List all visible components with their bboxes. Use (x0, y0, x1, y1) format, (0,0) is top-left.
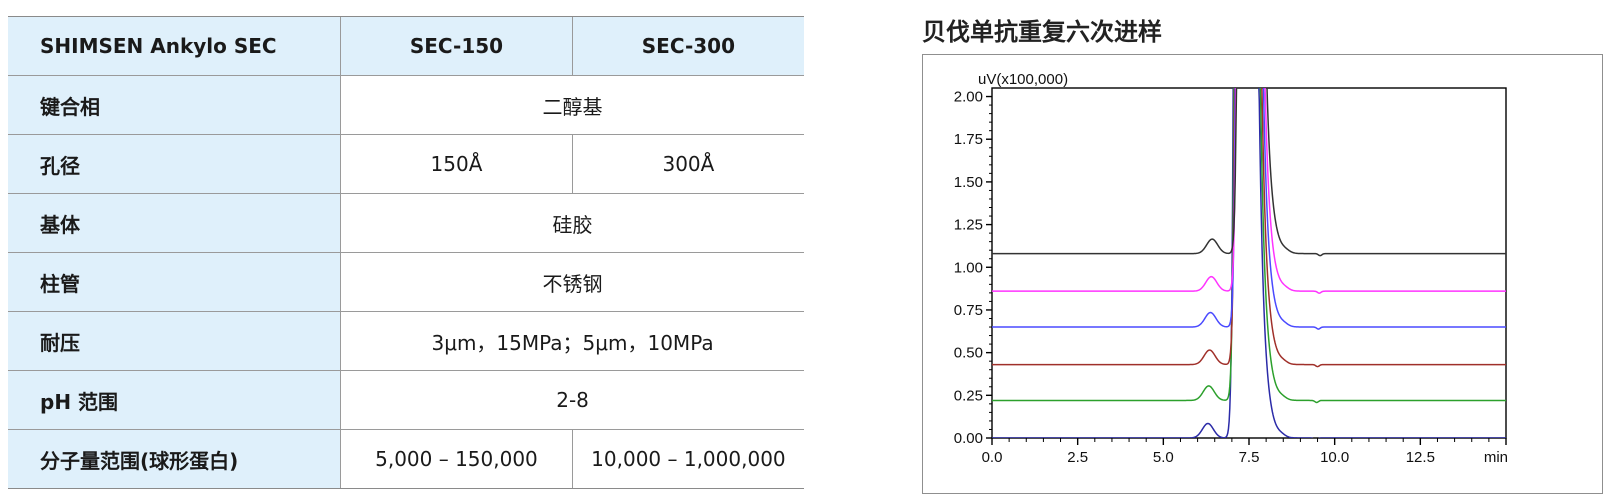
row-value-sec150: 150Å (340, 134, 573, 194)
x-tick-label: 7.5 (1239, 449, 1260, 466)
x-tick-label: 12.5 (1406, 449, 1435, 466)
chromatogram-trace (992, 88, 1506, 404)
y-tick-label: 0.00 (954, 430, 983, 447)
plot-area-border (991, 87, 1507, 439)
column-header-sec150: SEC-150 (340, 16, 573, 76)
row-value: 硅胶 (340, 193, 804, 253)
row-label: pH 范围 (8, 370, 341, 430)
table-row: 分子量范围(球形蛋白) 5,000 – 150,000 10,000 – 1,0… (8, 429, 804, 489)
row-value-sec300: 10,000 – 1,000,000 (571, 429, 804, 489)
row-value: 二醇基 (340, 75, 804, 135)
y-axis-label: uV(x100,000) (978, 71, 1068, 88)
spec-table: SHIMSEN Ankylo SEC SEC-150 SEC-300 键合相 二… (8, 16, 804, 489)
table-header-row: SHIMSEN Ankylo SEC SEC-150 SEC-300 (8, 16, 804, 76)
chromatogram-trace (992, 88, 1506, 368)
row-value: 3μm，15MPa；5μm，10MPa (340, 311, 804, 371)
row-value-sec300: 300Å (571, 134, 804, 194)
table-row: 耐压 3μm，15MPa；5μm，10MPa (8, 311, 804, 371)
x-tick-label: 0.0 (982, 449, 1003, 466)
table-row: pH 范围 2-8 (8, 370, 804, 430)
chromatogram-trace (992, 88, 1506, 257)
y-tick-label: 1.25 (954, 217, 983, 234)
table-row: 基体 硅胶 (8, 193, 804, 253)
chromatogram-chart: 0.00 0.25 0.50 0.75 1.00 1.25 1.50 1.75 2.00 0.0 2… (954, 71, 1508, 466)
row-value-sec150: 5,000 – 150,000 (340, 429, 573, 489)
y-tick-label: 1.00 (954, 259, 983, 276)
y-tick-label: 0.75 (954, 302, 983, 319)
table-row: 柱管 不锈钢 (8, 252, 804, 312)
table-header-label: SHIMSEN Ankylo SEC (8, 16, 341, 76)
x-tick-label: 10.0 (1320, 449, 1349, 466)
row-label: 键合相 (8, 75, 341, 135)
y-tick-label: 1.75 (954, 131, 983, 148)
row-label: 耐压 (8, 311, 341, 371)
x-axis-label: min (1484, 449, 1508, 466)
row-label: 分子量范围(球形蛋白) (8, 429, 341, 489)
column-header-sec300: SEC-300 (571, 16, 804, 76)
y-tick-label: 0.50 (954, 345, 983, 362)
row-label: 孔径 (8, 134, 341, 194)
y-tick-label: 1.50 (954, 174, 983, 191)
chart-frame (922, 54, 1603, 494)
row-value: 2-8 (340, 370, 804, 430)
x-tick-label: 2.5 (1067, 449, 1088, 466)
y-tick-label: 0.25 (954, 387, 983, 404)
row-value: 不锈钢 (340, 252, 804, 312)
row-label: 基体 (8, 193, 341, 253)
table-row: 孔径 150Å 300Å (8, 134, 804, 194)
chromatogram-trace (992, 88, 1506, 438)
chromatogram-trace (992, 88, 1506, 330)
table-row: 键合相 二醇基 (8, 75, 804, 135)
x-tick-label: 5.0 (1153, 449, 1174, 466)
chromatogram-trace (992, 88, 1506, 294)
row-label: 柱管 (8, 252, 341, 312)
y-tick-label: 2.00 (954, 89, 983, 106)
chart-title: 贝伐单抗重复六次进样 (922, 18, 1162, 46)
